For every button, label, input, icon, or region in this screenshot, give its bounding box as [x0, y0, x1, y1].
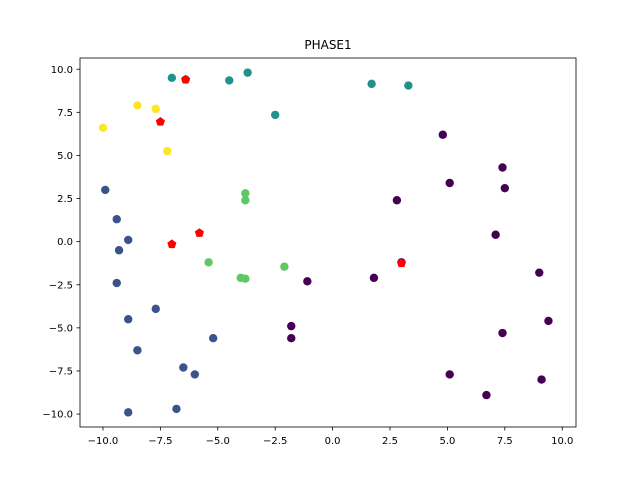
y-tick-label: −5.0: [49, 323, 73, 334]
data-point: [404, 81, 413, 90]
data-point: [190, 370, 200, 379]
plot-area: −10.0 −7.5 −5.0 −2.5 0.0 2.5 5.0 7.5 10.0 −10.0 −7…: [42, 57, 577, 447]
marker-point: [155, 117, 165, 126]
x-tick-label: 0.0: [325, 436, 341, 447]
data-point: [112, 215, 121, 224]
y-tick-label: 7.5: [57, 108, 73, 119]
x-tick-label: 10.0: [551, 436, 573, 447]
data-point: [124, 408, 133, 417]
data-point: [303, 277, 312, 286]
data-point: [98, 123, 108, 133]
data-point: [535, 268, 544, 277]
y-tick-label: −10.0: [42, 410, 73, 421]
data-point: [500, 183, 510, 193]
data-point: [204, 258, 213, 267]
axes-frame: [79, 57, 577, 428]
data-point: [124, 235, 133, 245]
x-tick-label: 7.5: [497, 436, 513, 447]
data-point: [241, 196, 250, 205]
data-point: [133, 101, 142, 110]
data-point: [438, 130, 448, 139]
x-tick-label: −5.0: [206, 436, 230, 447]
data-point: [537, 375, 546, 384]
data-point: [112, 278, 121, 288]
x-tick-label: −2.5: [263, 436, 287, 447]
marker-point: [167, 239, 177, 249]
data-point: [151, 304, 160, 314]
data-point: [445, 178, 454, 188]
data-point: [179, 363, 188, 372]
data-point: [544, 316, 553, 326]
data-point: [287, 321, 296, 331]
data-point: [369, 273, 379, 283]
x-tick-label: 5.0: [439, 436, 455, 447]
data-point: [367, 79, 376, 89]
y-tick-label: 2.5: [57, 194, 73, 205]
data-point: [445, 370, 454, 379]
data-point: [124, 315, 133, 324]
data-point: [133, 346, 142, 355]
data-point: [392, 196, 402, 205]
data-point: [498, 163, 507, 172]
x-tick-label: −10.0: [88, 436, 119, 447]
data-point: [151, 104, 160, 114]
data-point: [280, 262, 289, 271]
data-point: [287, 333, 296, 343]
data-point: [114, 246, 124, 255]
data-point: [167, 73, 177, 83]
y-tick-label: 10.0: [51, 65, 73, 76]
x-tick-label: −7.5: [148, 436, 172, 447]
y-tick-label: 5.0: [57, 151, 73, 162]
y-tick-label: 0.0: [57, 237, 73, 248]
y-tick-label: −7.5: [49, 367, 73, 378]
chart-title: PHASE1: [304, 38, 351, 52]
data-point: [225, 76, 234, 85]
marker-point: [181, 74, 191, 84]
data-point: [101, 185, 110, 195]
data-point: [172, 404, 181, 414]
y-tick-label: −2.5: [49, 280, 73, 291]
data-point: [270, 110, 280, 120]
data-point: [241, 274, 250, 283]
data-point: [498, 328, 507, 338]
marker-point: [396, 258, 407, 268]
x-tick-label: 2.5: [382, 436, 398, 447]
data-point: [241, 189, 250, 198]
data-point: [243, 68, 252, 77]
data-point: [491, 230, 500, 239]
data-point: [163, 146, 172, 156]
marker-point: [194, 228, 204, 237]
data-point: [482, 390, 491, 400]
data-point: [208, 333, 218, 343]
